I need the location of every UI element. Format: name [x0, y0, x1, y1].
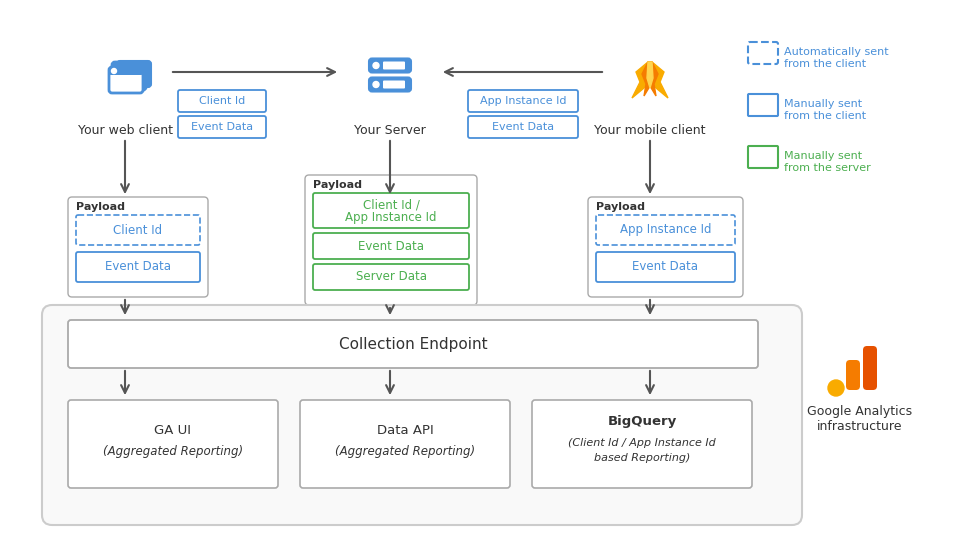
Circle shape: [373, 63, 379, 69]
Text: (Aggregated Reporting): (Aggregated Reporting): [335, 446, 475, 458]
Text: Manually sent: Manually sent: [784, 151, 862, 161]
FancyBboxPatch shape: [300, 400, 510, 488]
FancyBboxPatch shape: [109, 67, 143, 93]
FancyBboxPatch shape: [596, 252, 735, 282]
FancyBboxPatch shape: [588, 197, 743, 297]
FancyBboxPatch shape: [313, 264, 469, 290]
FancyBboxPatch shape: [468, 90, 578, 112]
Text: App Instance Id: App Instance Id: [480, 96, 566, 106]
Text: Google Analytics: Google Analytics: [807, 406, 913, 419]
Text: Payload: Payload: [313, 180, 362, 190]
FancyBboxPatch shape: [313, 233, 469, 259]
Text: Event Data: Event Data: [633, 260, 699, 273]
Text: based Reporting): based Reporting): [594, 453, 690, 463]
FancyBboxPatch shape: [313, 193, 469, 228]
Text: Collection Endpoint: Collection Endpoint: [339, 336, 488, 352]
FancyBboxPatch shape: [120, 70, 146, 90]
Text: from the client: from the client: [784, 111, 866, 121]
FancyBboxPatch shape: [596, 215, 735, 245]
FancyBboxPatch shape: [68, 320, 758, 368]
FancyBboxPatch shape: [748, 94, 778, 116]
Circle shape: [373, 82, 379, 87]
Text: Event Data: Event Data: [191, 122, 253, 132]
FancyBboxPatch shape: [112, 62, 138, 86]
Circle shape: [828, 380, 844, 396]
Text: App Instance Id: App Instance Id: [620, 224, 711, 237]
Text: Payload: Payload: [76, 202, 125, 212]
Text: Client Id: Client Id: [113, 224, 162, 237]
Text: (Client Id / App Instance Id: (Client Id / App Instance Id: [568, 438, 716, 448]
Text: Event Data: Event Data: [492, 122, 554, 132]
FancyBboxPatch shape: [383, 80, 405, 89]
Text: Event Data: Event Data: [358, 240, 424, 253]
FancyBboxPatch shape: [532, 400, 752, 488]
Text: Event Data: Event Data: [105, 260, 171, 273]
FancyBboxPatch shape: [383, 62, 405, 70]
Text: Server Data: Server Data: [355, 271, 426, 284]
Text: Automatically sent: Automatically sent: [784, 47, 889, 57]
Text: GA UI: GA UI: [155, 423, 191, 436]
FancyBboxPatch shape: [68, 197, 208, 297]
Text: from the client: from the client: [784, 59, 866, 69]
FancyBboxPatch shape: [863, 346, 877, 390]
FancyBboxPatch shape: [369, 58, 411, 72]
Polygon shape: [647, 62, 653, 88]
Text: infrastructure: infrastructure: [817, 420, 902, 433]
Text: Payload: Payload: [596, 202, 645, 212]
Polygon shape: [642, 62, 658, 96]
FancyBboxPatch shape: [305, 175, 477, 305]
Text: Client Id: Client Id: [199, 96, 245, 106]
FancyBboxPatch shape: [748, 42, 778, 64]
Text: Your web client: Your web client: [78, 124, 173, 137]
FancyBboxPatch shape: [76, 252, 200, 282]
Text: BigQuery: BigQuery: [608, 415, 677, 429]
FancyBboxPatch shape: [846, 360, 860, 390]
FancyBboxPatch shape: [68, 400, 278, 488]
FancyBboxPatch shape: [117, 61, 151, 69]
FancyBboxPatch shape: [117, 61, 151, 87]
FancyBboxPatch shape: [112, 74, 138, 88]
Text: (Aggregated Reporting): (Aggregated Reporting): [103, 446, 243, 458]
FancyBboxPatch shape: [178, 90, 266, 112]
FancyBboxPatch shape: [76, 215, 200, 245]
Text: from the server: from the server: [784, 163, 871, 173]
Text: Your mobile client: Your mobile client: [594, 124, 706, 137]
Circle shape: [111, 69, 116, 73]
FancyBboxPatch shape: [748, 146, 778, 168]
FancyBboxPatch shape: [42, 305, 802, 525]
FancyBboxPatch shape: [178, 116, 266, 138]
FancyBboxPatch shape: [109, 67, 143, 75]
Polygon shape: [632, 62, 668, 98]
Text: Client Id /: Client Id /: [363, 199, 420, 212]
FancyBboxPatch shape: [120, 70, 146, 90]
FancyBboxPatch shape: [369, 78, 411, 91]
Text: Data API: Data API: [376, 423, 433, 436]
Text: App Instance Id: App Instance Id: [346, 211, 437, 224]
Text: Your Server: Your Server: [354, 124, 426, 137]
Text: Manually sent: Manually sent: [784, 99, 862, 109]
FancyBboxPatch shape: [468, 116, 578, 138]
